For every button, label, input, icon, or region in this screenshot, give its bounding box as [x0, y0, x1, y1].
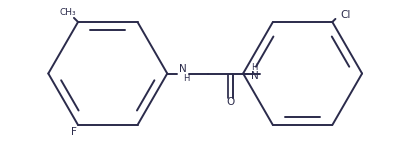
- Text: N: N: [179, 64, 186, 74]
- Text: CH₃: CH₃: [60, 8, 76, 17]
- Text: N: N: [250, 71, 258, 81]
- Text: F: F: [71, 127, 77, 137]
- Text: H: H: [184, 74, 190, 83]
- Text: Cl: Cl: [340, 10, 351, 20]
- Text: H: H: [251, 63, 258, 72]
- Text: O: O: [226, 97, 235, 107]
